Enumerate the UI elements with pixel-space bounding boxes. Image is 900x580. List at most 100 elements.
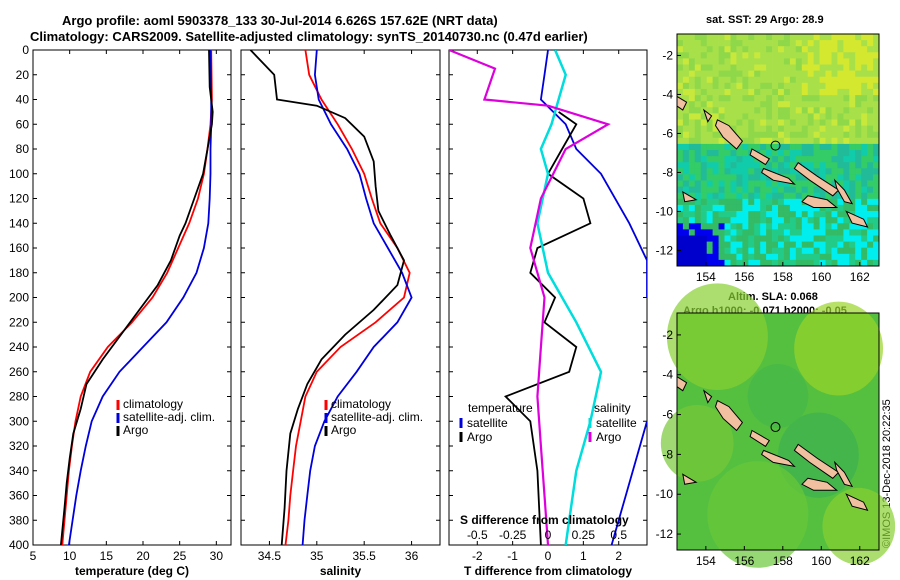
sst-cell [819, 131, 826, 139]
sst-cell [682, 95, 690, 102]
sst-cell [819, 82, 826, 90]
sst-cell [718, 52, 725, 59]
sst-cell [867, 156, 874, 163]
sst-cell [706, 52, 714, 59]
sst-cell [694, 58, 702, 65]
island [749, 429, 771, 448]
sst-cell [855, 223, 862, 230]
sst-cell [837, 150, 844, 157]
sst-cell [766, 95, 773, 102]
sst-cell [778, 34, 785, 41]
sst-cell [861, 34, 868, 41]
sst-cell [688, 40, 696, 47]
sst-cell [730, 192, 737, 200]
sst-cell [861, 64, 868, 72]
sst-cell [807, 156, 815, 163]
sst-cell [819, 259, 826, 267]
sst-cell [807, 64, 815, 72]
map-y-tick-label: -8 [662, 447, 673, 461]
sst-cell [712, 156, 719, 163]
sst-cell [760, 107, 767, 114]
sst-cell [694, 40, 702, 47]
sst-cell [873, 52, 880, 59]
sst-cell [837, 156, 844, 163]
sst-cell [712, 198, 719, 206]
sst-cell [736, 198, 743, 206]
x-tick-label: 36 [405, 549, 419, 563]
sst-map-title: sat. SST: 29 Argo: 28.9 [706, 14, 824, 26]
sst-cell [700, 137, 708, 145]
sst-cell [778, 247, 785, 255]
sst-cell [677, 143, 684, 151]
sst-cell [867, 64, 874, 72]
sst-cell [688, 34, 696, 41]
sst-cell [706, 241, 714, 249]
sst-cell [730, 119, 737, 127]
sst-cell [724, 88, 731, 96]
sst-cell [677, 156, 684, 163]
sst-cell [783, 259, 791, 267]
sst-cell [712, 192, 719, 200]
sst-cell [825, 174, 832, 181]
sst-cell [807, 119, 815, 127]
sst-cell [718, 70, 725, 78]
sst-cell [795, 119, 803, 127]
sst-cell [766, 40, 773, 47]
sst-cell [861, 107, 868, 114]
sst-cell [789, 259, 797, 267]
sla-anomaly-region [660, 404, 734, 482]
sst-cell [873, 76, 880, 84]
sst-cell [801, 180, 809, 188]
sst-cell [778, 186, 785, 194]
y-tick-label: 280 [9, 390, 29, 404]
sst-cell [766, 70, 773, 78]
sst-cell [700, 235, 708, 243]
sst-cell [831, 125, 838, 133]
sst-cell [688, 137, 696, 145]
sst-cell [742, 46, 749, 53]
sst-cell [843, 223, 850, 230]
sst-cell [825, 82, 832, 90]
sst-cell [766, 192, 773, 200]
sst-cell [783, 229, 791, 236]
sst-cell [778, 70, 785, 78]
sst-cell [772, 76, 779, 84]
sst-cell [760, 58, 767, 65]
sst-cell [772, 107, 779, 114]
sst-cell [706, 247, 714, 255]
sst-cell [825, 95, 832, 102]
sst-cell [789, 229, 797, 236]
sst-cell [819, 46, 826, 53]
sst-cell [831, 150, 838, 157]
sst-cell [772, 40, 779, 47]
sst-cell [873, 101, 880, 108]
sst-cell [801, 162, 809, 169]
legend-label: Argo [596, 430, 622, 444]
sst-cell [724, 156, 731, 163]
sst-cell [677, 82, 684, 90]
sst-cell [694, 162, 702, 169]
sst-cell [873, 235, 880, 243]
legend-label: climatology [123, 397, 183, 411]
sst-cell [855, 58, 862, 65]
sst-cell [843, 247, 850, 255]
sst-cell [724, 168, 731, 175]
series-line-climatology [284, 50, 411, 545]
sst-cell [688, 198, 696, 206]
sst-cell [724, 217, 731, 224]
sst-cell [789, 241, 797, 249]
sst-cell [760, 259, 767, 267]
map-y-tick-label: -6 [662, 126, 673, 140]
sst-cell [831, 107, 838, 114]
sst-cell [837, 46, 844, 53]
sst-cell [677, 229, 684, 236]
sst-cell [760, 52, 767, 59]
sst-cell [724, 211, 731, 218]
sst-cell [754, 247, 761, 255]
sst-cell [766, 217, 773, 224]
sst-cell [754, 125, 761, 133]
sst-cell [813, 253, 820, 261]
sst-cell [861, 180, 868, 188]
sst-cell [825, 101, 832, 108]
sst-cell [867, 217, 874, 224]
